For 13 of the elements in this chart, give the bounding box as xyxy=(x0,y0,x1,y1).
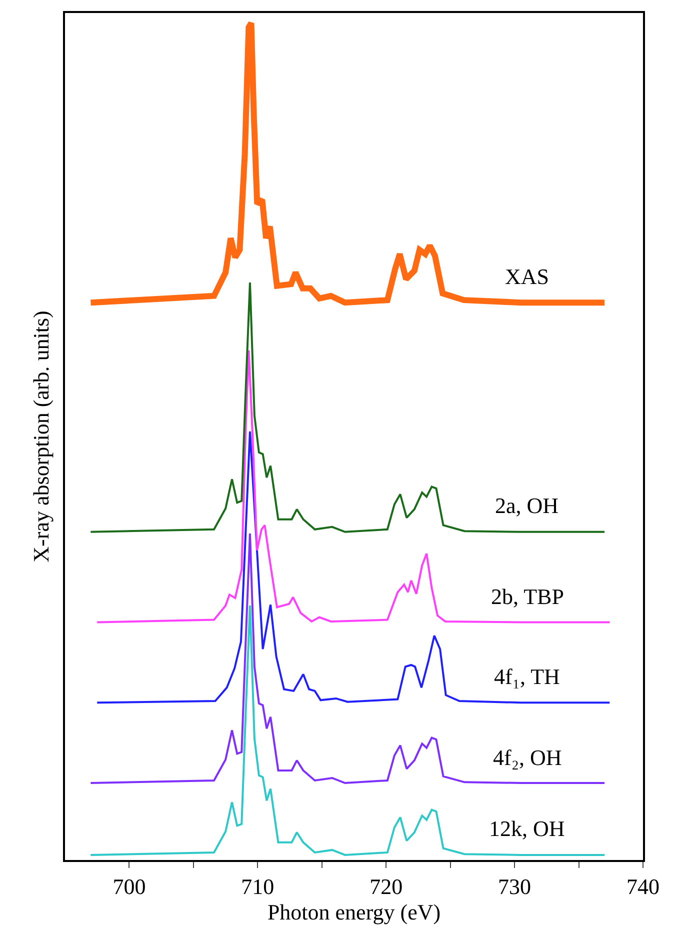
x-tick-label: 700 xyxy=(112,874,146,900)
x-tick-label: 720 xyxy=(370,874,403,900)
series-label: 12k, OH xyxy=(489,816,565,841)
x-tick-label: 730 xyxy=(498,874,532,900)
series-label: 2b, TBP xyxy=(491,584,564,609)
series-label: 2a, OH xyxy=(495,493,559,518)
y-axis-title: X-ray absorption (arb. units) xyxy=(28,310,54,562)
x-tick-label: 710 xyxy=(241,874,274,900)
x-axis-title: Photon energy (eV) xyxy=(267,900,441,925)
series-label: XAS xyxy=(505,264,550,289)
series-label: 4f₂, OH xyxy=(493,745,562,770)
x-tick-label: 740 xyxy=(626,874,660,900)
series-label: 4f₁, TH xyxy=(494,664,560,689)
